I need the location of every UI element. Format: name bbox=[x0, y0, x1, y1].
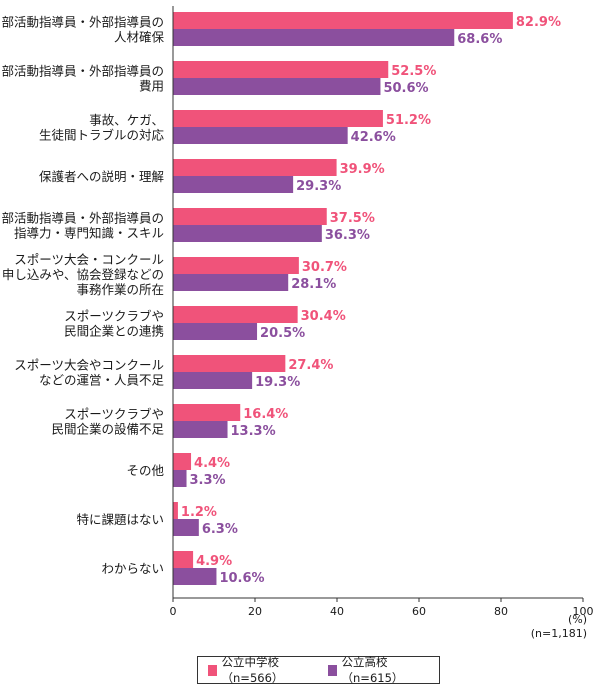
value-label: 51.2% bbox=[386, 113, 431, 128]
value-label: 39.9% bbox=[340, 162, 385, 177]
value-label: 10.6% bbox=[219, 571, 264, 586]
x-tick-label: 40 bbox=[330, 605, 344, 618]
value-label: 27.4% bbox=[288, 358, 333, 373]
value-label: 52.5% bbox=[391, 64, 436, 79]
bar-high-school bbox=[173, 78, 381, 95]
category-label: 特に課題はない bbox=[76, 512, 164, 527]
value-label: 29.3% bbox=[296, 179, 341, 194]
category-label: スポーツ大会・コンクール bbox=[14, 252, 164, 267]
value-label: 42.6% bbox=[351, 130, 396, 145]
x-tick-label: 100 bbox=[573, 605, 594, 618]
category-label: 部活動指導員・外部指導員の bbox=[1, 64, 164, 79]
category-label: スポーツクラブや bbox=[64, 407, 164, 422]
category-labels: 部活動指導員・外部指導員の人材確保部活動指導員・外部指導員の費用事故、ケガ、生徒… bbox=[1, 15, 164, 577]
bar-junior-high bbox=[173, 551, 194, 568]
category-label: わからない bbox=[101, 561, 164, 576]
x-tick-label: 20 bbox=[248, 605, 262, 618]
bar-junior-high bbox=[173, 110, 383, 127]
value-label: 1.2% bbox=[181, 505, 217, 520]
bar-junior-high bbox=[173, 257, 299, 274]
value-label: 30.4% bbox=[301, 309, 346, 324]
value-label: 82.9% bbox=[516, 15, 561, 30]
bar-junior-high bbox=[173, 159, 337, 176]
category-label: 民間企業の設備不足 bbox=[51, 422, 164, 437]
bar-junior-high bbox=[173, 502, 178, 519]
value-label: 30.7% bbox=[302, 260, 347, 275]
bar-high-school bbox=[173, 470, 187, 487]
x-tick-label: 0 bbox=[170, 605, 177, 618]
legend-label-junior-high: 公立中学校（n=566） bbox=[221, 655, 284, 685]
legend: 公立中学校（n=566） 公立高校（n=615） bbox=[197, 654, 440, 686]
sample-size-label: (n=1,181) bbox=[531, 627, 587, 640]
category-label: 民間企業との連携 bbox=[64, 324, 164, 339]
bar-high-school bbox=[173, 274, 289, 291]
value-label: 13.3% bbox=[231, 424, 276, 439]
bar-high-school bbox=[173, 519, 199, 536]
category-label: 指導力・専門知識・スキル bbox=[14, 226, 164, 241]
category-label: 部活動指導員・外部指導員の bbox=[1, 15, 164, 30]
category-label: 費用 bbox=[139, 79, 164, 94]
category-label: 事務作業の所在 bbox=[76, 282, 164, 297]
bar-high-school bbox=[173, 127, 348, 144]
bar-junior-high bbox=[173, 404, 241, 421]
value-label: 16.4% bbox=[243, 407, 288, 422]
value-labels: 82.9% 68.6% 52.5% 50.6% 51.2% 42.6% 39.9% 29.3%… bbox=[181, 15, 561, 586]
value-label: 50.6% bbox=[383, 81, 428, 96]
bar-junior-high bbox=[173, 12, 513, 29]
category-label: 申し込みや、協会登録などの bbox=[2, 267, 164, 282]
category-label: スポーツクラブや bbox=[64, 309, 164, 324]
value-label: 36.3% bbox=[325, 228, 370, 243]
bar-high-school bbox=[173, 372, 253, 389]
x-axis: 0 20 40 60 80 100 bbox=[170, 6, 594, 618]
bar-high-school bbox=[173, 323, 258, 340]
unit-label: (%) bbox=[568, 613, 587, 626]
value-label: 37.5% bbox=[330, 211, 375, 226]
value-label: 6.3% bbox=[202, 522, 238, 537]
legend-label-high-school: 公立高校（n=615） bbox=[341, 655, 404, 685]
category-label: 人材確保 bbox=[114, 30, 165, 45]
legend-item-high-school: 公立高校（n=615） bbox=[328, 654, 425, 686]
bar-junior-high bbox=[173, 306, 298, 323]
bar-junior-high bbox=[173, 61, 389, 78]
bar-junior-high bbox=[173, 208, 327, 225]
bar-high-school bbox=[173, 225, 322, 242]
category-label: 事故、ケガ、 bbox=[89, 113, 164, 128]
category-label: その他 bbox=[126, 463, 164, 478]
bar-high-school bbox=[173, 421, 228, 438]
category-label: スポーツ大会やコンクール bbox=[14, 358, 164, 373]
bar-high-school bbox=[173, 29, 455, 46]
bar-high-school bbox=[173, 176, 294, 193]
x-tick-label: 80 bbox=[494, 605, 508, 618]
value-label: 28.1% bbox=[291, 277, 336, 292]
x-tick-label: 60 bbox=[412, 605, 426, 618]
category-label: 部活動指導員・外部指導員の bbox=[1, 211, 164, 226]
bars bbox=[173, 12, 513, 585]
value-label: 3.3% bbox=[190, 473, 226, 488]
legend-item-junior-high: 公立中学校（n=566） bbox=[208, 654, 314, 686]
legend-swatch-junior-high bbox=[208, 664, 217, 676]
bar-junior-high bbox=[173, 453, 192, 470]
bar-junior-high bbox=[173, 355, 286, 372]
value-label: 19.3% bbox=[255, 375, 300, 390]
value-label: 4.9% bbox=[196, 554, 232, 569]
category-label: などの運営・人員不足 bbox=[39, 373, 165, 388]
value-label: 4.4% bbox=[194, 456, 230, 471]
category-label: 生徒間トラブルの対応 bbox=[39, 128, 165, 143]
legend-swatch-high-school bbox=[328, 664, 337, 676]
value-label: 20.5% bbox=[260, 326, 305, 341]
category-label: 保護者への説明・理解 bbox=[39, 169, 164, 184]
value-label: 68.6% bbox=[457, 32, 502, 47]
bar-high-school bbox=[173, 568, 217, 585]
